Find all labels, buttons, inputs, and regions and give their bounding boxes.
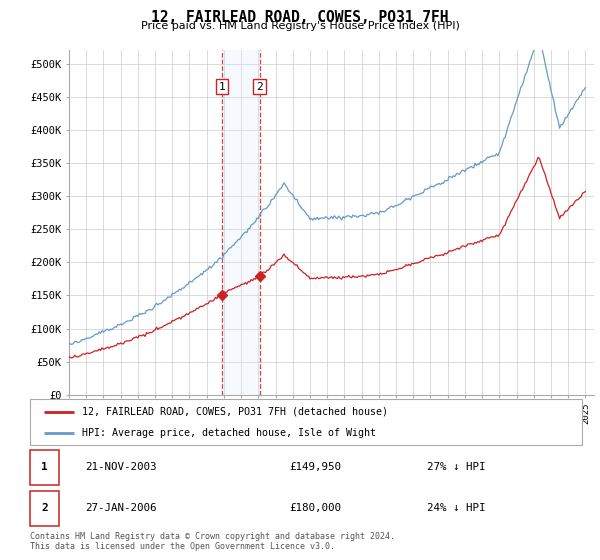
Bar [222,50,260,395]
Text: 12, FAIRLEAD ROAD, COWES, PO31 7FH (detached house): 12, FAIRLEAD ROAD, COWES, PO31 7FH (deta… [82,407,388,417]
Text: 24% ↓ HPI: 24% ↓ HPI [427,503,486,513]
FancyBboxPatch shape [30,450,59,485]
Text: £180,000: £180,000 [289,503,341,513]
Text: HPI: Average price, detached house, Isle of Wight: HPI: Average price, detached house, Isle… [82,428,376,438]
Text: 1: 1 [41,463,48,472]
Text: 27% ↓ HPI: 27% ↓ HPI [427,463,486,472]
Text: 2: 2 [41,503,48,513]
Text: 27-JAN-2006: 27-JAN-2006 [85,503,157,513]
Text: £149,950: £149,950 [289,463,341,472]
FancyBboxPatch shape [30,399,582,445]
Text: 21-NOV-2003: 21-NOV-2003 [85,463,157,472]
Text: Price paid vs. HM Land Registry's House Price Index (HPI): Price paid vs. HM Land Registry's House … [140,21,460,31]
Text: Contains HM Land Registry data © Crown copyright and database right 2024.
This d: Contains HM Land Registry data © Crown c… [30,532,395,552]
Text: 12, FAIRLEAD ROAD, COWES, PO31 7FH: 12, FAIRLEAD ROAD, COWES, PO31 7FH [151,10,449,25]
FancyBboxPatch shape [30,491,59,526]
Text: 2: 2 [256,82,263,92]
Text: 1: 1 [218,82,226,92]
